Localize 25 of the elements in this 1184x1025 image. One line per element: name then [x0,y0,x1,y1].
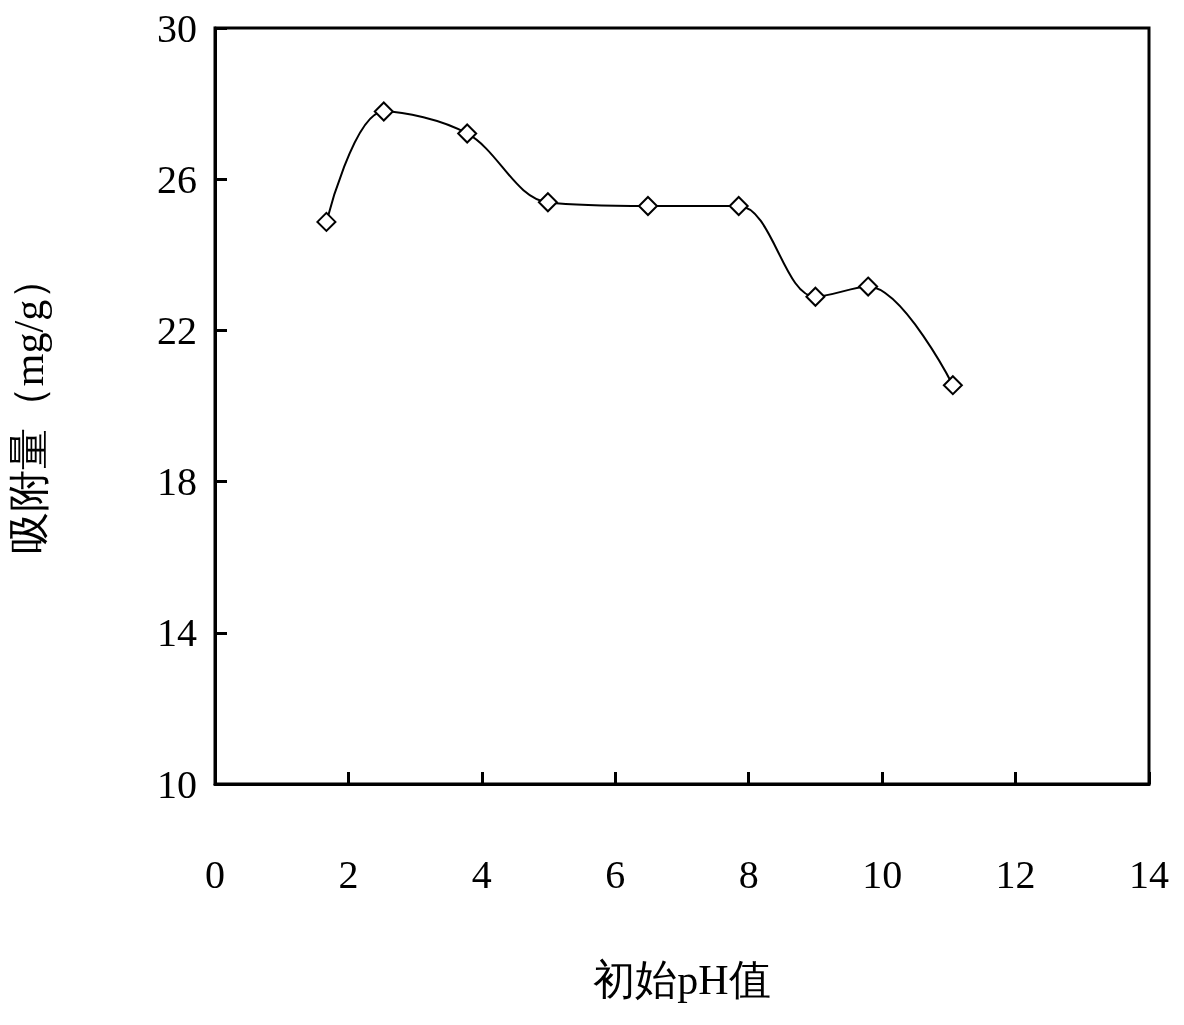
x-tick-label: 0 [205,851,225,897]
x-axis-title: 初始pH值 [593,957,771,1003]
point [858,276,879,297]
x-tick-label: 10 [862,851,903,897]
y-tick-label: 10 [157,761,197,807]
x-tick-label: 4 [471,851,492,897]
y-tick-label: 18 [157,459,197,505]
y-tick-label: 30 [157,5,197,51]
x-tick-label: 2 [338,851,359,897]
y-tick-label: 14 [157,610,197,656]
x-tick-label: 8 [738,851,759,897]
point [373,101,394,122]
y-tick-label: 22 [157,307,197,353]
y-tick-label: 26 [157,156,197,202]
point [805,286,826,307]
x-tick-label: 6 [605,851,626,897]
point [457,123,478,144]
y-axis-title: 吸附量（mg/g） [6,257,52,555]
x-tick-label: 14 [1129,851,1169,897]
point [537,192,558,213]
point [942,375,963,396]
point [637,196,658,217]
point [316,211,337,232]
x-tick-label: 12 [995,851,1036,897]
point [728,196,749,217]
